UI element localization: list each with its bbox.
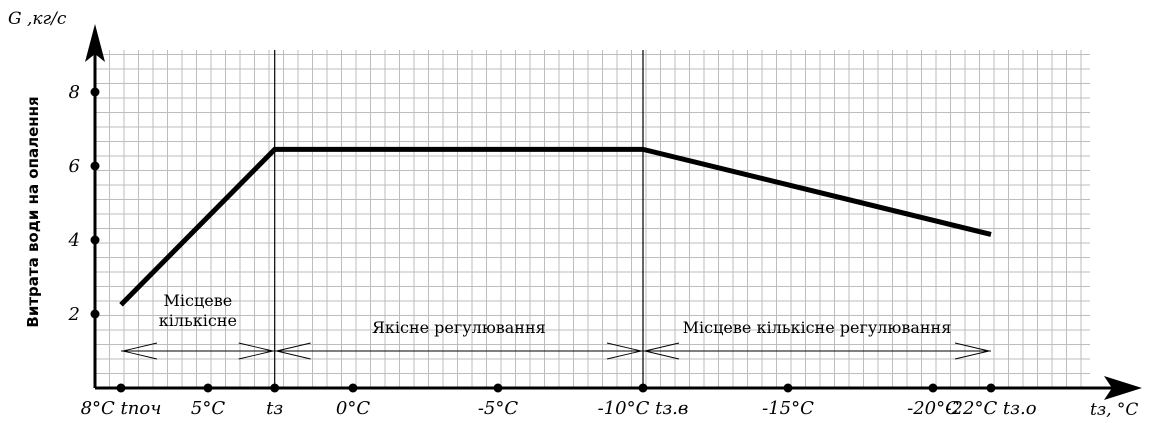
x-axis-label: tз, °C: [1090, 400, 1138, 420]
axes: [85, 24, 1142, 400]
x-tick-label: -10°C tз.в: [598, 398, 689, 419]
region-boundaries: [274, 50, 644, 388]
x-tick-label: tз: [266, 398, 283, 419]
y-tick-label: 4: [68, 230, 80, 251]
x-tick-label: -22°C tз.о: [945, 398, 1036, 419]
x-tick-mark: [783, 383, 793, 393]
x-axis-arrow: [1104, 376, 1142, 400]
x-tick-mark: [270, 383, 280, 393]
y-tick-mark: [90, 235, 100, 245]
x-tick-mark: [986, 383, 996, 393]
x-tick-mark: [116, 383, 126, 393]
x-tick-label: -20°C: [907, 398, 959, 419]
ticks: 8°C tпоч 5°C tз 0°C -5°C -10°C tз.в -15°C -20°C…: [68, 82, 1037, 419]
x-tick-label: 8°C tпоч: [81, 398, 162, 419]
y-tick-mark: [90, 309, 100, 319]
grid: [95, 50, 1090, 388]
y-unit-label: G ,кг/с: [8, 9, 67, 29]
zone-label: Місцеве кількісне: [159, 291, 237, 330]
zone-label: Місцеве кількісне регулювання: [683, 318, 952, 337]
x-tick-mark: [493, 383, 503, 393]
y-tick-label: 6: [69, 156, 80, 177]
x-tick-label: -15°C: [762, 398, 814, 419]
zone-arrow-head: [238, 342, 273, 360]
zone-arrow-head: [606, 342, 642, 360]
zone-arrow-head: [276, 342, 311, 360]
regulation-zones: Місцеве кількісне Якісне регулювання Місцев…: [121, 291, 991, 360]
series-line: [119, 146, 992, 307]
x-tick-label: -5°C: [478, 398, 519, 419]
y-axis-label: Витрата води на опалення: [24, 96, 42, 327]
x-tick-mark: [928, 383, 938, 393]
zone-label: Якісне регулювання: [372, 318, 546, 337]
y-tick-mark: [90, 161, 100, 171]
y-tick-label: 8: [69, 82, 80, 103]
y-tick-mark: [90, 87, 100, 97]
x-tick-mark: [203, 383, 213, 393]
y-tick-label: 2: [68, 304, 80, 325]
x-tick-mark: [638, 383, 648, 393]
x-tick-label: 5°C: [191, 398, 225, 419]
zone-arrow-head: [644, 342, 680, 360]
x-tick-label: 0°C: [336, 398, 370, 419]
zone-arrow-head: [122, 342, 158, 360]
x-tick-mark: [348, 383, 358, 393]
y-axis-arrow: [85, 24, 105, 62]
zone-arrow-head: [954, 342, 990, 360]
series: [119, 146, 992, 307]
